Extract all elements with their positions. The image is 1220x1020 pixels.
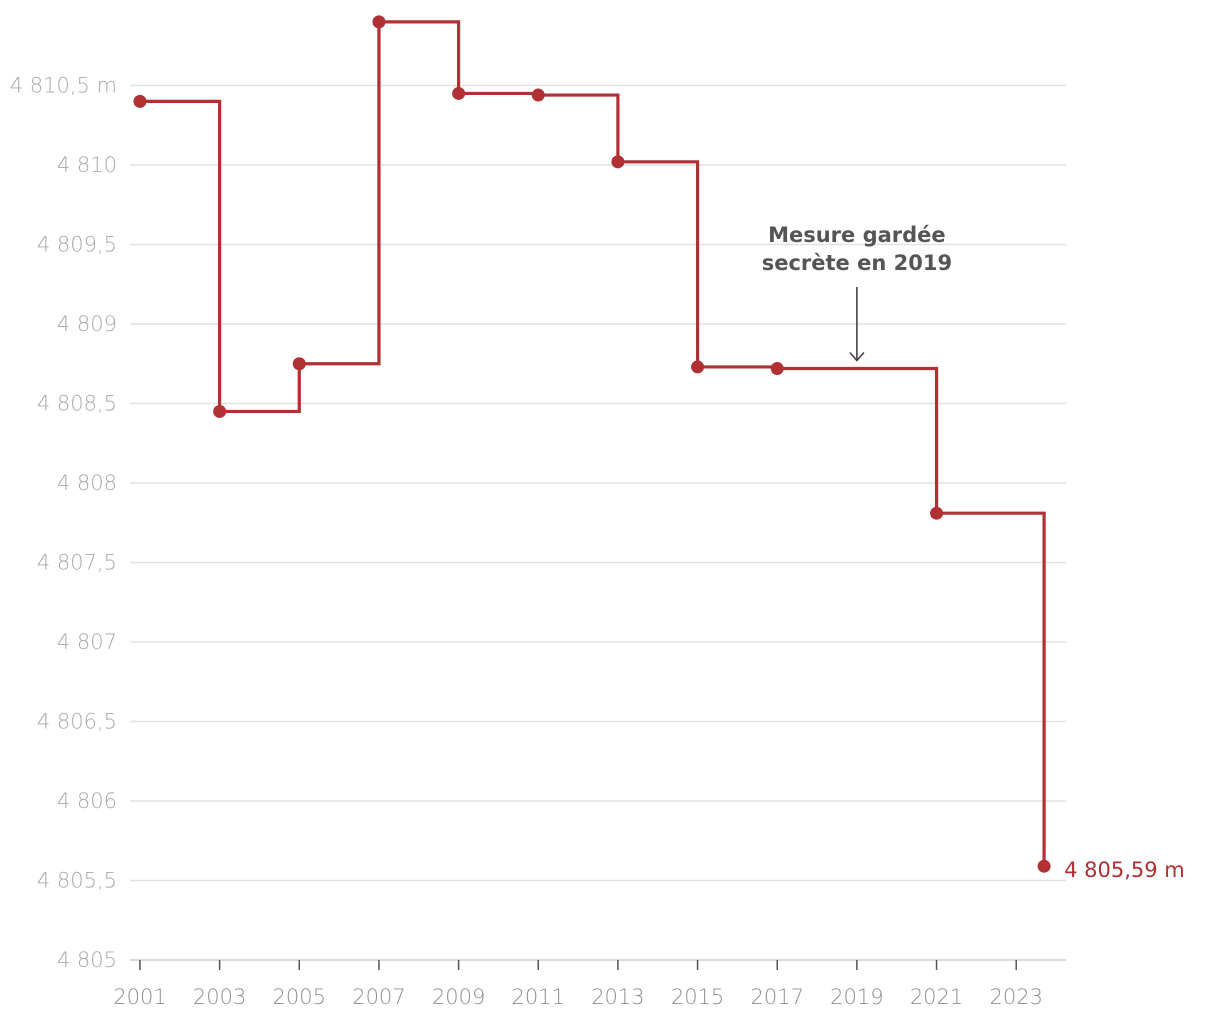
data-point	[531, 88, 545, 102]
data-point	[930, 506, 944, 520]
y-tick-label: 4 810	[57, 153, 117, 177]
data-point	[372, 15, 386, 29]
grid-lines	[130, 84, 1066, 882]
y-tick-label: 4 810,5 m	[10, 74, 117, 98]
data-point	[770, 362, 784, 376]
data-point	[213, 404, 227, 418]
x-axis: 2001 2003 2005 2007 2009 2011 2013 2015 2017 2019…	[113, 959, 1066, 1009]
annotation-text: secrète en 2019	[762, 251, 952, 275]
x-tick-label: 2003	[193, 985, 246, 1009]
y-tick-label: 4 809,5	[37, 233, 117, 257]
y-tick-label: 4 808	[57, 471, 117, 495]
annotation-arrow-head	[849, 351, 865, 362]
x-tick-label: 2001	[113, 985, 166, 1009]
x-tick-label: 2023	[989, 985, 1042, 1009]
x-tick-label: 2019	[830, 985, 883, 1009]
annotations: Mesure gardée secrète en 2019 4 805,59 m	[762, 223, 1185, 882]
x-tick-label: 2021	[910, 985, 963, 1009]
annotation-text: Mesure gardée	[768, 223, 946, 247]
x-tick-label: 2011	[512, 985, 565, 1009]
data-point	[691, 360, 705, 374]
y-tick-label: 4 807	[57, 630, 117, 654]
x-tick-label: 2017	[751, 985, 804, 1009]
x-tick-label: 2007	[352, 985, 405, 1009]
data-point	[292, 357, 306, 371]
series-altitude	[133, 15, 1051, 873]
data-point	[1037, 859, 1051, 873]
data-point	[133, 94, 147, 108]
y-tick-label: 4 806	[57, 789, 117, 813]
y-tick-label: 4 805	[57, 948, 117, 972]
end-value-label: 4 805,59 m	[1064, 858, 1185, 882]
x-tick-label: 2009	[432, 985, 485, 1009]
y-tick-labels: 4 805 4 805,5 4 806 4 806,5 4 807 4 807,5 4 80…	[10, 74, 117, 973]
step-line	[139, 20, 1046, 867]
y-tick-label: 4 809	[57, 312, 117, 336]
data-point	[611, 155, 625, 169]
x-tick-label: 2013	[591, 985, 644, 1009]
y-tick-label: 4 806,5	[37, 710, 117, 734]
x-tick-label: 2015	[671, 985, 724, 1009]
y-tick-label: 4 808,5	[37, 392, 117, 416]
data-point	[452, 86, 466, 100]
y-tick-label: 4 807,5	[37, 551, 117, 575]
x-tick-label: 2005	[273, 985, 326, 1009]
y-tick-label: 4 805,5	[37, 869, 117, 893]
